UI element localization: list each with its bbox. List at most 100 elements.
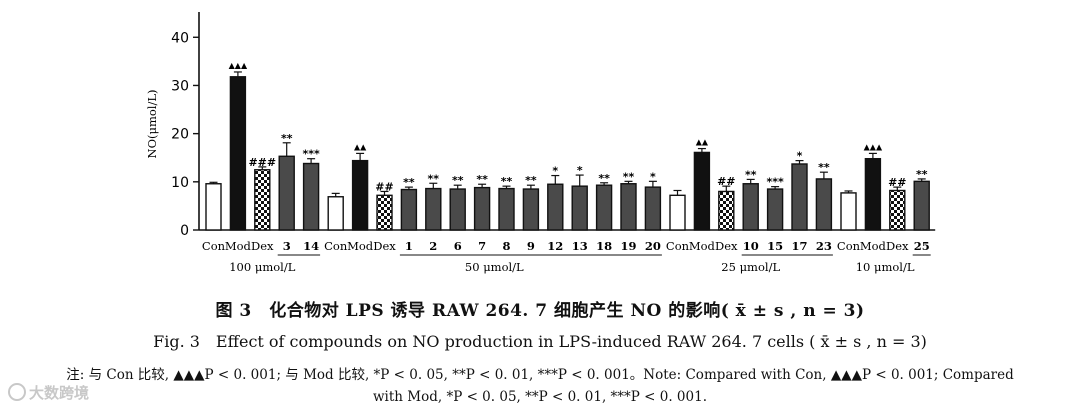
category-label: Mod	[225, 239, 252, 253]
category-label: Con	[324, 239, 348, 253]
bars: ▲▲▲###*****▲▲## ** ** ** ** ** *** *** ** *▲▲##**…	[205, 61, 930, 231]
significance-marker: *	[797, 150, 803, 163]
significance-marker: **	[818, 161, 830, 174]
axes: 0 10 20 30 40 NO(μmol/L)	[145, 12, 936, 239]
bar	[913, 180, 930, 231]
bar	[205, 183, 222, 231]
significance-marker: ▲▲	[696, 138, 709, 147]
significance-marker: **	[525, 174, 537, 187]
category-label: Mod	[860, 239, 887, 253]
bar	[791, 163, 808, 231]
category-label: Mod	[689, 239, 716, 253]
significance-marker: ##	[717, 175, 735, 188]
bar	[425, 187, 442, 231]
bar	[522, 188, 540, 231]
bar	[595, 184, 613, 231]
significance-marker: ##	[888, 176, 906, 189]
category-label: Dex	[251, 239, 274, 253]
y-tick-label: 20	[171, 127, 189, 143]
bar	[547, 183, 564, 231]
bar	[449, 188, 466, 231]
significance-marker: ▲▲▲	[864, 142, 883, 151]
category-label: 25	[914, 239, 930, 253]
bar	[693, 151, 711, 231]
bar	[498, 187, 515, 231]
significance-marker: *	[552, 165, 558, 178]
bar	[473, 186, 491, 231]
category-label: Con	[837, 239, 861, 253]
category-label: 18	[596, 239, 612, 253]
bar	[571, 185, 588, 231]
significance-marker: ▲▲▲	[229, 61, 248, 70]
category-label: 10	[743, 239, 759, 253]
significance-marker: **	[623, 170, 635, 183]
bar	[302, 162, 320, 231]
watermark-text: 大数跨境	[29, 384, 90, 402]
category-label: Con	[666, 239, 690, 253]
bar	[620, 183, 637, 231]
category-label: Dex	[886, 239, 909, 253]
significance-marker: **	[598, 172, 610, 185]
note-line-1: 注: 与 Con 比较, ▲▲▲P < 0. 001; 与 Mod 比较, *P…	[66, 367, 1014, 383]
bar	[864, 157, 882, 231]
category-label: 15	[767, 239, 783, 253]
significance-marker: ***	[766, 176, 784, 189]
significance-marker: **	[403, 176, 415, 189]
note-line-2: with Mod, *P < 0. 05, **P < 0. 01, ***P …	[373, 389, 707, 405]
significance-marker: **	[281, 132, 293, 145]
significance-marker: ▲▲	[354, 142, 367, 151]
category-label: 23	[816, 239, 832, 253]
watermark-logo-icon	[8, 383, 26, 401]
category-label: 12	[547, 239, 563, 253]
bar	[742, 183, 759, 231]
category-label: 20	[645, 239, 661, 253]
y-tick-label: 0	[180, 223, 189, 239]
significance-marker: **	[452, 174, 464, 187]
significance-marker: **	[745, 168, 757, 181]
category-label: Dex	[373, 239, 396, 253]
significance-marker: **	[916, 168, 928, 181]
y-axis-label: NO(μmol/L)	[145, 90, 159, 159]
group-label: 25 μmol/L	[721, 260, 780, 274]
bar	[400, 188, 418, 231]
significance-marker: **	[428, 172, 440, 185]
significance-marker: ###	[248, 156, 276, 169]
group-label: 10 μmol/L	[856, 260, 915, 274]
category-label: 14	[303, 239, 319, 253]
bar	[889, 189, 906, 231]
category-label: 19	[620, 239, 636, 253]
significance-marker: **	[476, 173, 488, 186]
bar	[229, 76, 247, 231]
category-label: 13	[572, 239, 588, 253]
caption-zh: 图 3 化合物对 LPS 诱导 RAW 264. 7 细胞产生 NO 的影响( …	[215, 301, 865, 321]
bar	[351, 159, 369, 231]
category-label: 3	[283, 239, 291, 253]
bar	[718, 190, 735, 231]
y-tick-label: 10	[171, 175, 189, 191]
bar	[644, 186, 662, 231]
group-label: 50 μmol/L	[465, 260, 524, 274]
category-label: 1	[405, 239, 413, 253]
category-label: 6	[454, 239, 462, 253]
category-label: 9	[527, 239, 535, 253]
y-tick-label: 40	[171, 30, 189, 46]
bar	[669, 194, 686, 231]
significance-marker: **	[501, 175, 513, 188]
bar	[376, 194, 393, 231]
watermark: 大数跨境	[8, 382, 89, 403]
caption-en: Fig. 3 Effect of compounds on NO product…	[153, 332, 927, 351]
bar	[254, 169, 271, 231]
bar	[766, 188, 784, 231]
category-label: Mod	[347, 239, 374, 253]
category-label: Con	[202, 239, 226, 253]
bar	[327, 196, 344, 231]
category-label: 7	[478, 239, 486, 253]
y-tick-label: 30	[171, 78, 189, 94]
bar	[815, 178, 833, 231]
group-label: 100 μmol/L	[229, 260, 295, 274]
significance-marker: *	[577, 164, 583, 177]
bar	[278, 155, 295, 231]
category-label: Dex	[715, 239, 738, 253]
